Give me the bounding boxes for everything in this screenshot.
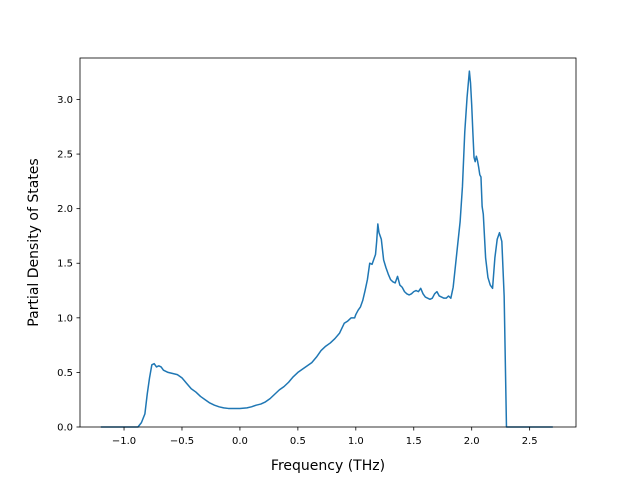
x-tick-label: 2.5 <box>522 436 538 447</box>
x-axis-title: Frequency (THz) <box>271 458 385 474</box>
y-axis: 0.0 0.5 1.0 1.5 2.0 2.5 3.0 <box>57 95 80 434</box>
y-tick-label: 2.5 <box>57 150 73 161</box>
plot-frame <box>79 57 577 428</box>
y-tick-label: 0.0 <box>57 423 73 434</box>
y-tick-label: 1.0 <box>57 313 73 324</box>
y-tick-label: 1.5 <box>57 259 73 270</box>
series-line-0 <box>100 70 553 428</box>
y-tick-label: 0.5 <box>57 368 73 379</box>
x-axis: −1.0 −0.5 0.0 0.5 1.0 1.5 2.0 2.5 <box>112 427 538 447</box>
x-tick-label: 0.0 <box>232 436 248 447</box>
x-tick-label: 1.5 <box>406 436 422 447</box>
series-layer <box>100 70 553 428</box>
y-axis-title: Partial Density of States <box>26 158 42 326</box>
x-tick-label: −1.0 <box>112 436 136 447</box>
y-tick-label: 3.0 <box>57 95 73 106</box>
x-tick-label: −0.5 <box>170 436 194 447</box>
plot-area-background <box>80 58 576 427</box>
x-tick-label: 1.0 <box>348 436 364 447</box>
y-tick-label: 2.0 <box>57 204 73 215</box>
x-tick-label: 0.5 <box>290 436 306 447</box>
x-tick-label: 2.0 <box>464 436 480 447</box>
